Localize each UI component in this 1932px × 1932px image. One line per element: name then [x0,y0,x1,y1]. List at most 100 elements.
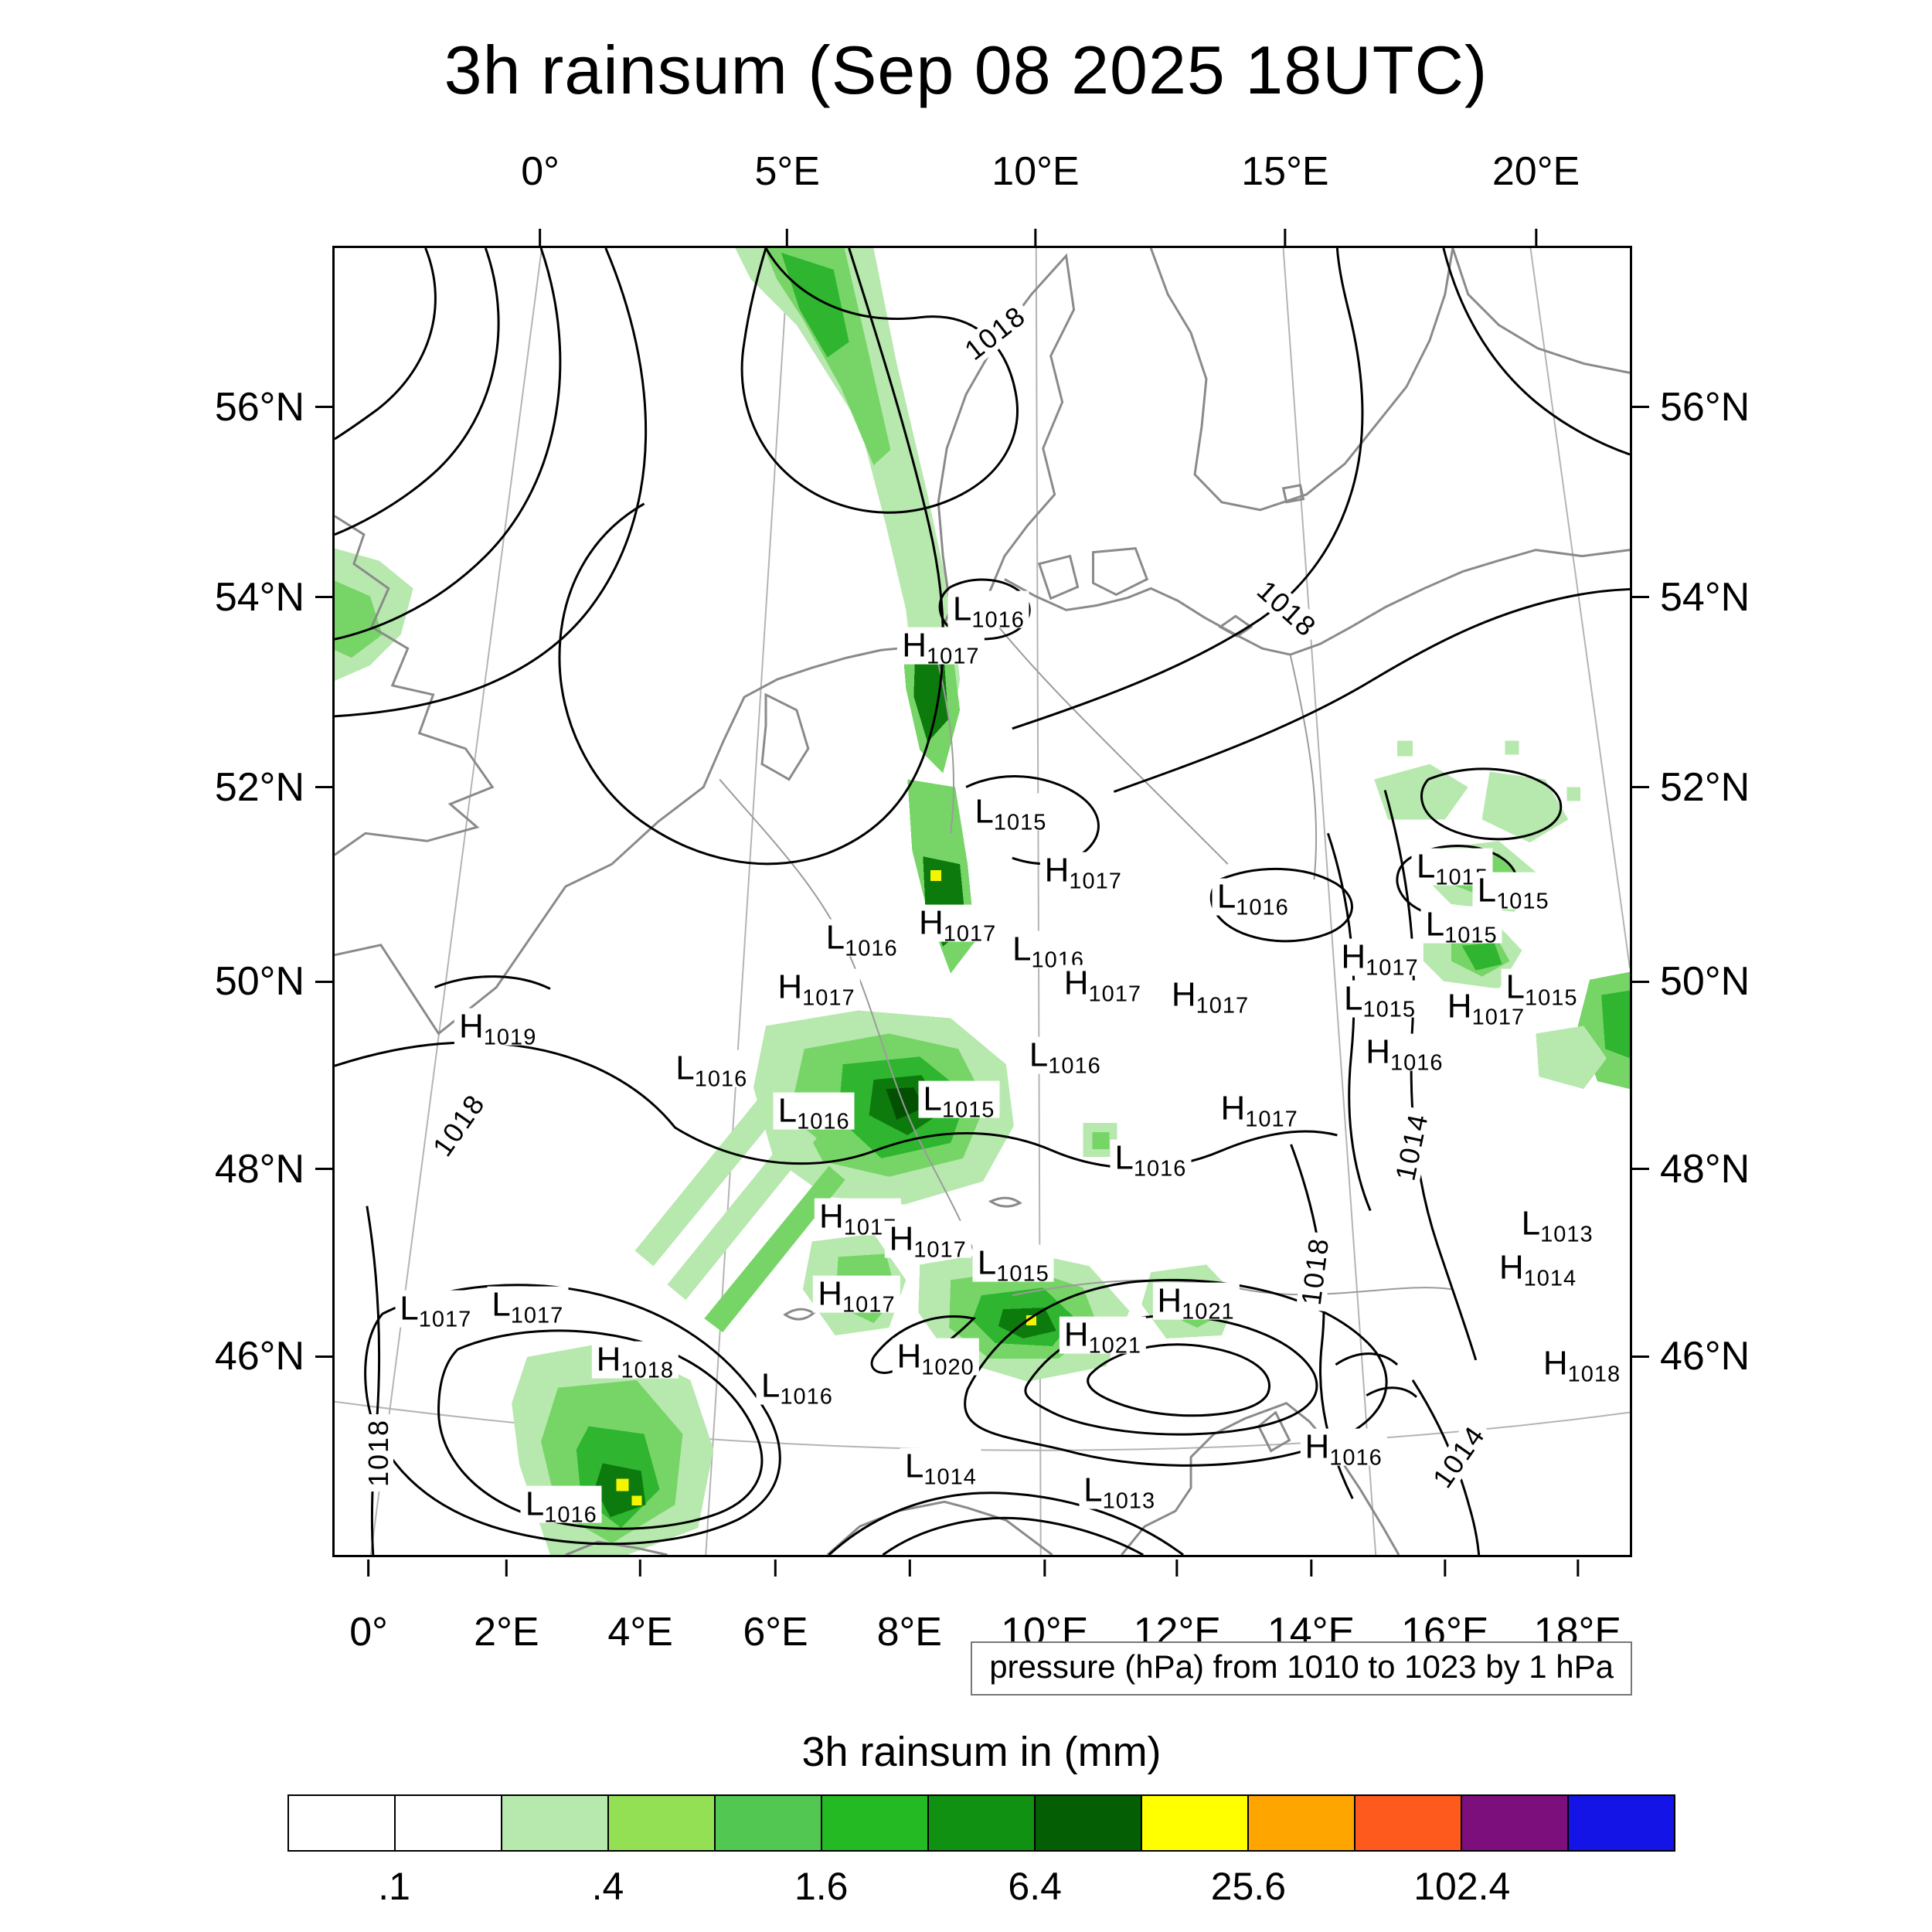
pressure-center-label: H1019 [454,1008,542,1049]
pressure-center-value: 1021 [1182,1299,1235,1325]
pressure-center-letter: H [777,968,803,1006]
axis-tick-mark [367,1560,370,1577]
pressure-center-label: H1018 [591,1341,679,1382]
pressure-center-value: 1013 [1102,1488,1156,1514]
pressure-center-label: L1015 [1339,980,1421,1021]
colorbar-cell [1462,1796,1569,1850]
axis-tick-mark [315,406,332,409]
contour-label: 1014 [1420,1417,1498,1498]
pressure-center-letter: L [1477,871,1497,910]
pressure-center-value: 1020 [921,1355,975,1380]
colorbar [287,1794,1675,1852]
colorbar-cell [609,1796,716,1850]
pressure-center-letter: H [896,1337,922,1376]
pressure-center-letter: H [1220,1089,1246,1128]
axis-right-label: 48°N [1632,1149,1750,1189]
axis-tick-text: 48°N [214,1146,304,1192]
axis-tick-mark [505,1560,508,1577]
axis-tick-mark [908,1560,911,1577]
axis-tick-mark [1632,406,1649,409]
axis-tick-text: 4°E [607,1610,673,1655]
pressure-center-value: 1014 [1523,1266,1577,1291]
axis-tick-mark [774,1560,777,1577]
axis-tick-text: 2°E [474,1610,539,1655]
axis-bottom-label: 14°E [1267,1560,1355,1652]
pressure-center-value: 1017 [943,921,997,947]
pressure-center-value: 1017 [1069,869,1122,894]
axis-tick-mark [315,1168,332,1171]
contour-label: 1018 [340,1414,417,1492]
pressure-center-value: 1013 [1540,1222,1594,1247]
pressure-center-label: H1016 [1300,1428,1387,1469]
pressure-center-letter: L [977,1243,997,1282]
axis-tick-mark [1576,1560,1579,1577]
axis-right: 56°N 54°N 52°N 50°N 48°N [1632,246,1849,1557]
pressure-center-label: H1017 [1336,938,1423,979]
pressure-center-letter: L [1083,1471,1103,1509]
pressure-center-label: L1013 [1516,1205,1598,1246]
pressure-center-letter: L [904,1447,924,1485]
pressure-center-value: 1017 [510,1303,564,1328]
pressure-contours [335,248,1630,1555]
pressure-center-value: 1015 [1362,997,1417,1022]
axis-top: 0° 5°E 10°E 15°E 20°E [332,151,1632,246]
axis-tick-text: 54°N [1660,574,1750,620]
pressure-center-label: H1017 [1059,964,1147,1005]
page-title: 3h rainsum (Sep 08 2025 18UTC) [444,32,1488,108]
colorbar-cell [289,1796,396,1850]
axis-tick-text: 52°N [1660,764,1750,810]
colorbar-cell [929,1796,1036,1850]
pressure-caption: pressure (hPa) from 1010 to 1023 by 1 hP… [971,1641,1632,1696]
pressure-center-value: 1015 [1525,985,1578,1011]
axis-right-label: 54°N [1632,577,1750,617]
colorbar-tick-label: 6.4 [1008,1865,1062,1908]
pressure-center-value: 1016 [1133,1156,1187,1182]
pressure-center-letter: L [525,1485,545,1524]
axis-bottom-label: 0° [349,1560,388,1652]
pressure-center-label: H1018 [1538,1345,1626,1386]
axis-tick-text: 56°N [214,384,304,430]
axis-left-label: 54°N [215,577,332,617]
pressure-center-letter: L [1425,905,1445,944]
axis-bottom-label: 18°E [1534,1560,1621,1652]
axis-tick-text: 46°N [1660,1334,1750,1379]
pressure-center-label: H1021 [1152,1282,1240,1323]
pressure-center-letter: H [1498,1248,1524,1287]
colorbar-cell [716,1796,822,1850]
axis-tick-text: 46°N [214,1334,304,1379]
colorbar-cell [1355,1796,1462,1850]
pressure-center-label: L1016 [1110,1139,1192,1180]
axis-tick-mark [1175,1560,1179,1577]
axis-tick-mark [1284,229,1287,246]
pressure-center-value: 1021 [1088,1333,1142,1359]
axis-tick-mark [786,229,789,246]
pressure-center-value: 1015 [993,810,1047,835]
pressure-center-value: 1016 [694,1066,748,1092]
pressure-center-label: L1016 [520,1485,602,1527]
axis-tick-mark [1444,1560,1447,1577]
pressure-center-letter: L [400,1289,419,1328]
pressure-center-value: 1017 [1088,981,1142,1007]
axis-tick-text: 8°E [876,1610,942,1655]
pressure-center-label: L1015 [1420,905,1502,947]
pressure-center-value: 1014 [923,1464,977,1490]
pressure-center-label: L1016 [1212,878,1294,919]
axis-bottom-label: 2°E [474,1560,539,1652]
pressure-center-label: H1014 [1494,1248,1582,1290]
pressure-center-value: 1015 [1496,889,1549,914]
axis-tick-text: 50°N [1660,959,1750,1005]
pressure-center-label: L1015 [970,793,1052,834]
colorbar-tick-label: 1.6 [794,1865,849,1908]
pressure-center-letter: H [1447,987,1472,1026]
contour-label: 1018 [420,1084,498,1165]
pressure-center-value: 1017 [1245,1107,1298,1132]
axis-bottom-label: 16°E [1401,1560,1488,1652]
pressure-center-letter: L [1416,847,1436,886]
pressure-center-value: 1017 [913,1237,967,1263]
axis-tick-text: 48°N [1660,1146,1750,1192]
contour-label: 1018 [1277,1231,1354,1312]
contour-label: 1018 [1247,572,1325,646]
axis-left-label: 50°N [215,961,332,1002]
pressure-center-value: 1017 [418,1307,472,1332]
